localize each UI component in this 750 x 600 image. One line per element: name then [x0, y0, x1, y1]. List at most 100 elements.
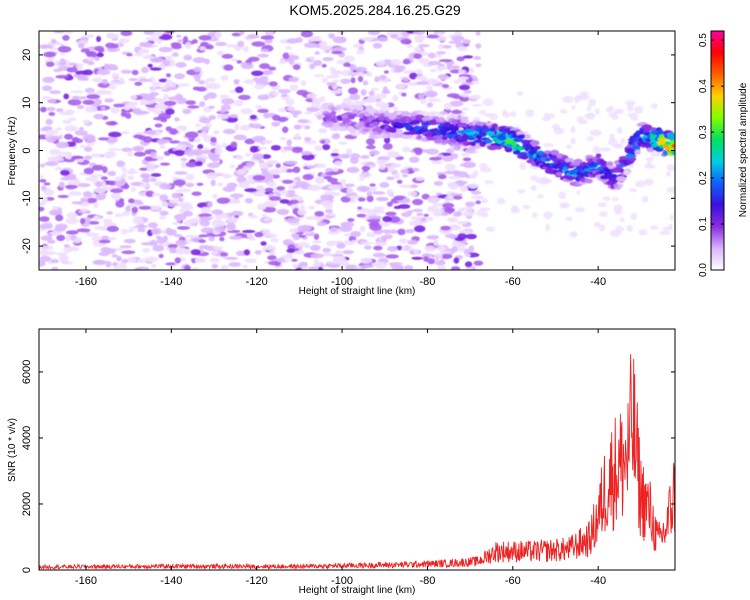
- heatmap-cell: [291, 233, 298, 238]
- heatmap-cell: [120, 130, 130, 135]
- heatmap-cell: [244, 138, 256, 145]
- heatmap-cell: [106, 225, 119, 232]
- heatmap-cell: [49, 90, 62, 94]
- heatmap-cell: [642, 195, 649, 203]
- heatmap-cell: [453, 211, 460, 217]
- heatmap-cell: [612, 197, 619, 202]
- heatmap-cell: [139, 93, 149, 97]
- heatmap-cell: [135, 266, 150, 270]
- heatmap-cell: [375, 60, 386, 67]
- heatmap-cell: [83, 34, 95, 38]
- heatmap-cell: [413, 31, 426, 35]
- heatmap-cell: [225, 223, 237, 230]
- heatmap-cell: [386, 245, 398, 252]
- heatmap-cell: [175, 93, 183, 101]
- heatmap-cell: [270, 92, 279, 96]
- heatmap-cell: [444, 163, 456, 171]
- heatmap-cell: [270, 238, 279, 243]
- heatmap-cell: [570, 137, 576, 145]
- heatmap-cell: [43, 189, 55, 196]
- heatmap-cell: [379, 74, 387, 80]
- heatmap-cells: [39, 31, 675, 270]
- heatmap-cell: [267, 255, 277, 261]
- heatmap-cell: [379, 182, 390, 188]
- heatmap-cell: [76, 105, 85, 109]
- heatmap-cell: [230, 141, 238, 148]
- y-tick-label: 0: [21, 567, 33, 573]
- heatmap-cell: [449, 100, 464, 107]
- heatmap-cell: [297, 209, 307, 216]
- heatmap-cell: [111, 262, 119, 267]
- heatmap-cell: [130, 95, 138, 100]
- heatmap-cell: [163, 100, 177, 106]
- heatmap-cell: [335, 250, 343, 255]
- heatmap-cell: [282, 239, 292, 245]
- heatmap-cell: [372, 121, 381, 126]
- heatmap-cell: [228, 262, 242, 267]
- heatmap-cell: [192, 148, 203, 156]
- heatmap-cell: [219, 94, 230, 100]
- heatmap-cell: [427, 206, 438, 210]
- heatmap-cell: [529, 140, 540, 146]
- heatmap-cell: [434, 260, 446, 266]
- heatmap-cell: [237, 40, 245, 47]
- heatmap-cell: [64, 31, 74, 35]
- heatmap-cell: [66, 67, 78, 73]
- heatmap-cell: [362, 128, 370, 133]
- heatmap-cell: [187, 144, 194, 150]
- heatmap-cell: [306, 93, 318, 99]
- heatmap-cell: [412, 167, 420, 172]
- heatmap-cell: [464, 261, 473, 268]
- heatmap-cell: [668, 137, 675, 141]
- heatmap-cell: [472, 103, 483, 107]
- heatmap-cell: [385, 211, 397, 216]
- heatmap-cell: [163, 93, 169, 100]
- heatmap-cell: [399, 184, 414, 189]
- heatmap-cell: [285, 98, 295, 106]
- heatmap-cell: [134, 53, 144, 57]
- heatmap-cell: [48, 209, 59, 216]
- heatmap-cell: [165, 79, 173, 86]
- heatmap-cell: [120, 31, 133, 37]
- heatmap-cell: [199, 46, 207, 51]
- heatmap-cell: [158, 253, 164, 259]
- heatmap-cell: [84, 146, 93, 152]
- heatmap-cell: [378, 165, 386, 170]
- heatmap-cell: [350, 230, 362, 238]
- heatmap-cell: [220, 264, 229, 270]
- heatmap-cell: [448, 175, 461, 180]
- heatmap-cell: [641, 124, 653, 130]
- heatmap-cell: [302, 174, 314, 181]
- heatmap-cell: [615, 143, 624, 149]
- heatmap-cell: [175, 239, 187, 247]
- heatmap-cell: [476, 138, 483, 143]
- heatmap-cell: [368, 31, 380, 36]
- heatmap-cell: [355, 265, 362, 269]
- heatmap-cell: [129, 226, 136, 232]
- heatmap-cell: [125, 205, 131, 213]
- heatmap-cell: [154, 123, 163, 128]
- heatmap-cell: [351, 239, 357, 244]
- heatmap-cell: [152, 192, 161, 197]
- heatmap-cell: [201, 126, 210, 133]
- heatmap-cell: [440, 225, 451, 231]
- heatmap-cell: [592, 146, 601, 154]
- heatmap-cell: [350, 77, 356, 84]
- heatmap-cell: [545, 223, 551, 232]
- heatmap-cell: [425, 216, 434, 222]
- heatmap-cell: [142, 248, 151, 253]
- heatmap-cell: [354, 66, 367, 73]
- heatmap-cell: [121, 250, 136, 255]
- heatmap-cell: [199, 219, 210, 227]
- heatmap-cell: [324, 191, 337, 195]
- heatmap-cell: [421, 57, 430, 65]
- heatmap-cell: [252, 77, 260, 82]
- y-tick-label: 20: [21, 49, 33, 61]
- heatmap-cell: [119, 245, 132, 249]
- heatmap-cell: [346, 187, 353, 194]
- heatmap-cell: [330, 152, 339, 157]
- heatmap-cell: [39, 260, 46, 267]
- heatmap-cell: [231, 32, 242, 37]
- heatmap-cell: [220, 104, 232, 111]
- heatmap-cell: [485, 226, 496, 232]
